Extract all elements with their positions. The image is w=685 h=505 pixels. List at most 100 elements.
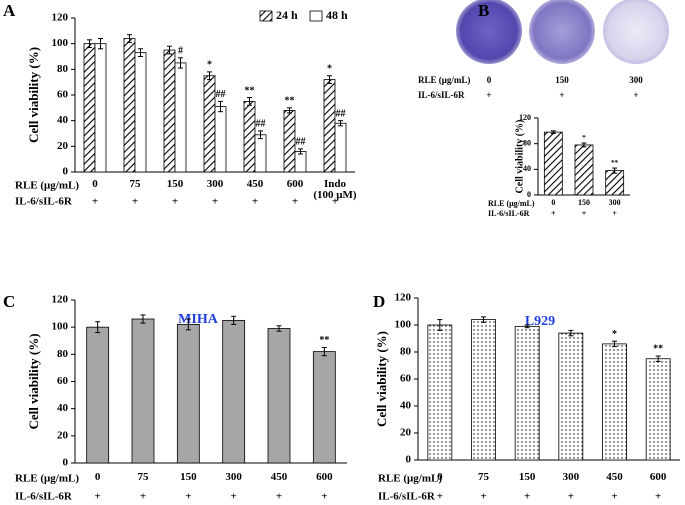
y-tick-label: 80 (400, 346, 412, 358)
x-tick-label: 75 (130, 179, 141, 190)
error-bar (140, 314, 146, 324)
x-tick-label-text: 300 (206, 178, 224, 190)
panel-letter: C (3, 292, 15, 311)
annotation: ** (653, 344, 663, 355)
well-label: 300 (629, 75, 643, 85)
bar (605, 170, 625, 196)
row-label: IL-6/sIL-6R (488, 209, 530, 218)
error-bar (581, 142, 587, 148)
row-label: RLE (μg/mL) (488, 199, 535, 208)
error-bar (321, 347, 327, 357)
error-bar (167, 45, 172, 55)
error-bar (95, 321, 101, 334)
y-axis-label: Cell viability (%) (26, 47, 41, 143)
bar (174, 62, 187, 173)
panel-letter: B (478, 1, 489, 20)
row-label: RLE (μg/mL) (15, 473, 79, 485)
row-label: IL-6/sIL-6R (15, 491, 73, 503)
treatment-label: + (95, 491, 101, 503)
y-tick-label: 100 (52, 321, 69, 333)
error-bar (247, 97, 252, 106)
well-image (529, 0, 595, 64)
y-tick-label: 120 (519, 113, 531, 122)
x-tick-label: 0 (551, 199, 555, 207)
y-axis-label: Cell viability (%) (26, 333, 41, 429)
annotation: ## (216, 89, 226, 100)
y-tick-label: 100 (395, 319, 412, 331)
error-bar (98, 38, 103, 50)
x-tick-label: 450 (270, 471, 288, 483)
x-tick-label-text: 300 (225, 471, 242, 483)
well-treatment: + (559, 90, 564, 100)
x-tick-label: Indo (100 μM) (313, 179, 356, 201)
y-tick-label: 20 (57, 140, 69, 152)
y-tick-label: 60 (57, 89, 69, 101)
treatment-label: + (185, 491, 191, 503)
error-bar (207, 71, 212, 81)
y-tick-label: 20 (57, 429, 69, 441)
bar (131, 318, 155, 464)
bar (645, 358, 671, 461)
x-tick-label-text: 300 (608, 198, 621, 207)
bar (514, 325, 540, 461)
bar (176, 324, 200, 464)
x-tick-label-text: 600 (316, 471, 333, 483)
x-tick-label: 150 (519, 472, 536, 483)
x-tick-label-text: 150 (166, 178, 184, 190)
treatment-label: + (524, 491, 530, 503)
x-tick-label: 600 (316, 471, 333, 483)
treatment-label: + (582, 209, 587, 218)
x-tick-label: 300 (225, 471, 242, 483)
treatment-label: + (276, 491, 282, 503)
x-tick-label: 0 (95, 472, 101, 483)
treatment-label: + (92, 196, 98, 208)
error-bar (276, 325, 282, 332)
x-tick-label: 300 (206, 178, 224, 190)
y-tick-label: 120 (395, 292, 412, 304)
y-axis-label: Cell viability (%) (374, 331, 389, 427)
treatment-label: + (332, 196, 338, 208)
x-tick-label: 600 (650, 472, 667, 483)
y-tick-label: 120 (52, 294, 69, 306)
row-label: IL-6/sIL-6R (378, 491, 436, 503)
x-tick-label: 150 (180, 472, 197, 483)
x-tick-label-text: 600 (286, 178, 304, 190)
y-tick-label: 40 (523, 164, 531, 173)
bar (86, 326, 110, 464)
x-tick-label: 0 (437, 471, 443, 483)
x-tick-label: 150 (166, 178, 184, 190)
x-tick-label-text: 450 (270, 471, 288, 483)
annotation: ** (285, 96, 295, 107)
x-tick-label: 75 (477, 471, 489, 483)
x-tick-label: 75 (137, 472, 148, 483)
error-bar (87, 39, 92, 49)
error-bar (298, 148, 303, 155)
x-tick-label-text: 300 (562, 471, 580, 483)
bar (312, 351, 336, 464)
bar (471, 319, 496, 461)
x-tick-label-text: 450 (246, 178, 264, 190)
treatment-label: + (437, 491, 443, 503)
error-bar (185, 318, 191, 331)
x-tick-label: 600 (286, 178, 304, 190)
x-tick-label-text: 0 (437, 471, 443, 483)
treatment-label: + (292, 196, 298, 208)
y-tick-label: 80 (57, 348, 69, 360)
error-bar (437, 319, 443, 331)
error-bar (568, 329, 574, 337)
legend-swatch (259, 10, 273, 22)
bar (134, 52, 147, 173)
well-treatment: + (486, 90, 491, 100)
x-tick-label-text: 75 (477, 471, 489, 483)
well-image (456, 0, 522, 64)
legend-label: 24 h (276, 8, 298, 22)
well-label: 150 (555, 75, 569, 85)
well-treatment: + (633, 90, 638, 100)
y-tick-label: 120 (52, 12, 69, 24)
y-tick-label: 0 (527, 190, 531, 199)
y-tick-label: 100 (52, 37, 69, 49)
error-bar (612, 167, 618, 174)
panel-letter: A (3, 1, 16, 20)
well-row-label: IL-6/sIL-6R (418, 90, 465, 100)
annotation: ** (245, 85, 255, 96)
